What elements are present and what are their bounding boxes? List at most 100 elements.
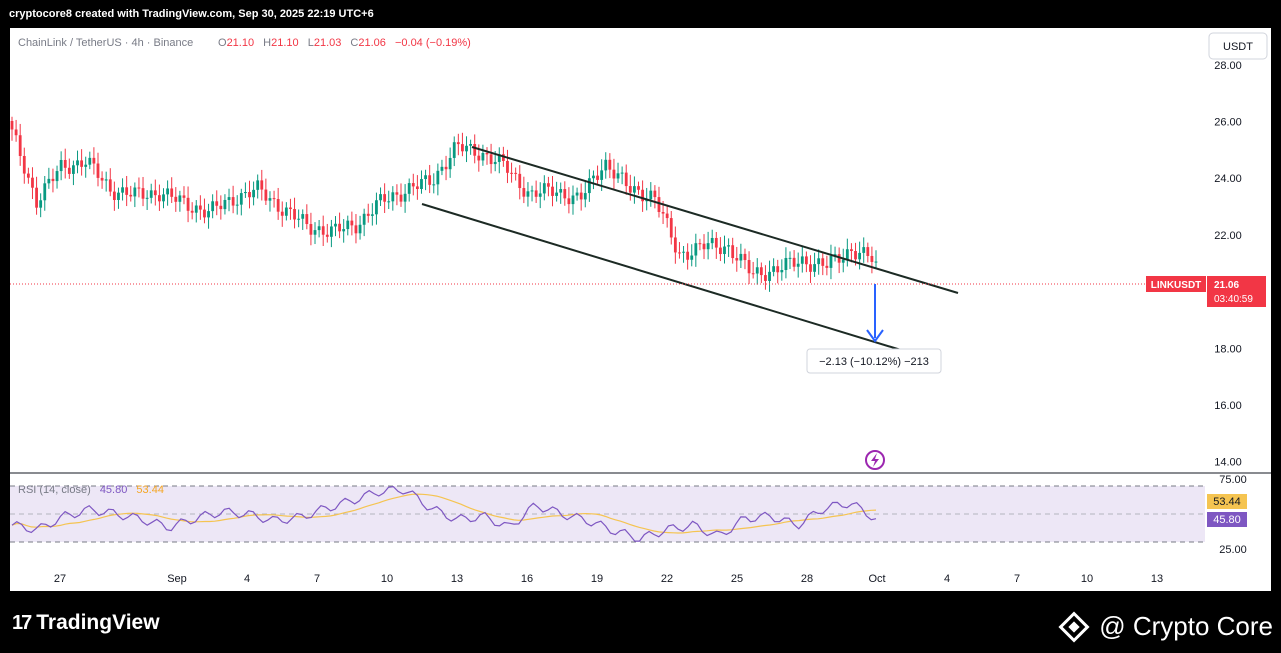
candle xyxy=(329,219,333,248)
candle xyxy=(153,179,157,206)
candle xyxy=(129,185,133,202)
candles-layer xyxy=(10,116,878,292)
rsi-ma-value-label: 53.44 xyxy=(1207,494,1247,509)
candle xyxy=(407,178,411,202)
candle xyxy=(776,259,780,284)
time-tick: 22 xyxy=(661,573,673,585)
candle xyxy=(575,187,579,201)
candle xyxy=(190,202,194,220)
candle xyxy=(293,197,296,229)
candle xyxy=(837,247,841,274)
candle xyxy=(440,159,444,176)
time-tick: Oct xyxy=(868,573,885,585)
candle xyxy=(317,220,321,238)
candle xyxy=(415,175,419,200)
candle xyxy=(608,153,612,179)
candle xyxy=(567,187,571,214)
candle xyxy=(411,173,415,196)
candle xyxy=(51,168,55,193)
candle xyxy=(215,190,219,216)
candle xyxy=(96,152,100,187)
candle xyxy=(305,204,309,230)
time-tick: 7 xyxy=(1014,573,1020,585)
time-tick: 10 xyxy=(1081,573,1093,585)
lightning-icon[interactable] xyxy=(865,450,885,470)
candle xyxy=(665,206,669,228)
time-tick: 28 xyxy=(801,573,813,585)
candle xyxy=(297,209,301,228)
candle xyxy=(223,194,227,215)
candle xyxy=(809,255,812,284)
candle xyxy=(538,182,542,209)
measure-arrow[interactable] xyxy=(866,284,884,343)
candle xyxy=(22,147,26,184)
candle xyxy=(698,238,702,251)
candle xyxy=(235,195,239,215)
candle xyxy=(67,158,71,179)
time-tick: 25 xyxy=(731,573,743,585)
candle xyxy=(260,169,264,201)
bottom-bar: 17 TradingView @ Crypto Core xyxy=(0,591,1281,653)
candle xyxy=(125,175,129,207)
currency-button[interactable]: USDT xyxy=(1208,32,1268,60)
candle xyxy=(764,265,767,290)
candle xyxy=(346,215,350,236)
candle xyxy=(59,151,63,181)
price-chart[interactable]: ChainLink / TetherUS · 4h · Binance O21.… xyxy=(10,28,1271,591)
candle xyxy=(628,174,632,201)
measure-label: −2.13 (−10.12%) −213 xyxy=(806,348,942,374)
candle xyxy=(370,203,374,226)
candle xyxy=(284,202,288,221)
tradingview-logo[interactable]: 17 TradingView xyxy=(12,611,160,635)
time-tick: 4 xyxy=(944,573,950,585)
candle xyxy=(522,176,526,204)
candle xyxy=(121,178,124,201)
candle xyxy=(547,176,550,197)
candle xyxy=(452,136,456,167)
candle xyxy=(182,186,186,205)
time-tick: 19 xyxy=(591,573,603,585)
candle xyxy=(616,162,620,183)
candle xyxy=(456,133,460,156)
candle xyxy=(366,203,370,223)
candle xyxy=(723,235,726,264)
candle xyxy=(510,162,513,183)
candle xyxy=(14,119,18,142)
candle xyxy=(26,167,30,184)
candle xyxy=(280,201,284,227)
candle xyxy=(559,182,563,204)
time-axis[interactable]: 27 Sep 4 7 10 13 16 19 22 25 28 Oct 4 7 10 13 xyxy=(54,573,1163,585)
candle xyxy=(145,190,149,210)
time-tick: 7 xyxy=(314,573,320,585)
candle xyxy=(432,173,436,194)
candle xyxy=(518,165,522,200)
candle xyxy=(448,147,452,178)
channel-lower-line[interactable] xyxy=(421,203,902,351)
candle xyxy=(821,253,825,276)
candle xyxy=(334,216,337,237)
candle xyxy=(461,132,464,157)
price-tick: 26.00 xyxy=(1214,117,1242,129)
candle xyxy=(596,165,599,185)
candle xyxy=(428,164,432,194)
channel-upper-line[interactable] xyxy=(471,146,959,294)
candle xyxy=(211,194,215,219)
candle xyxy=(35,176,38,215)
candle xyxy=(264,178,268,205)
chart-area[interactable]: ChainLink / TetherUS · 4h · Binance O21.… xyxy=(10,28,1271,591)
candle xyxy=(63,148,67,179)
candle xyxy=(18,123,22,166)
candle xyxy=(47,167,51,189)
candle xyxy=(194,200,198,223)
candle xyxy=(686,243,690,270)
candle xyxy=(76,150,79,174)
candle xyxy=(248,180,251,209)
candle xyxy=(678,242,681,259)
candle xyxy=(252,181,255,206)
candle xyxy=(739,243,743,269)
candle xyxy=(358,215,362,240)
candle xyxy=(178,190,182,212)
candle xyxy=(203,198,206,224)
candle xyxy=(108,168,112,197)
